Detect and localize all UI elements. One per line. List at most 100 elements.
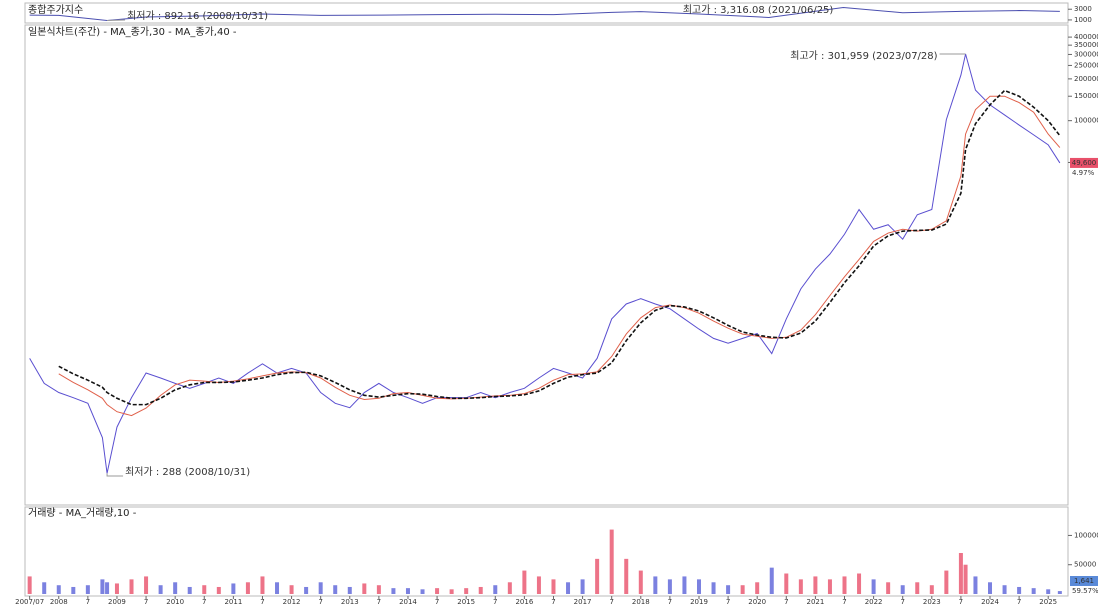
volume-bar <box>915 582 920 594</box>
volume-bar <box>478 586 483 594</box>
x-tick-label: 2009 <box>108 598 126 606</box>
x-tick-label: 7 <box>668 598 672 606</box>
volume-bar <box>85 585 90 594</box>
leader <box>107 19 126 22</box>
change-label: 4.97% <box>1072 169 1095 177</box>
low-annotation: 최저가 : 288 (2008/10/31) <box>125 466 250 478</box>
volume-bar <box>245 582 250 594</box>
volume-bar <box>435 588 440 594</box>
x-tick-label: 7 <box>260 598 264 606</box>
volume-bar <box>158 585 163 594</box>
x-tick-label: 7 <box>784 598 788 606</box>
x-tick-label: 2013 <box>341 598 359 606</box>
volume-bar <box>1017 586 1022 594</box>
volume-bar <box>1057 591 1062 594</box>
x-tick-label: 2008 <box>50 598 68 606</box>
x-tick-label: 7 <box>377 598 381 606</box>
x-tick-label: 2017 <box>574 598 592 606</box>
x-tick-label: 7 <box>435 598 439 606</box>
x-tick-label: 2024 <box>981 598 999 606</box>
y-tick-label: 50000 <box>1074 561 1096 569</box>
volume-bar <box>551 579 556 594</box>
volume-bar <box>696 579 701 594</box>
x-tick-label: 7 <box>202 598 206 606</box>
x-tick-label: 7 <box>1017 598 1021 606</box>
volume-bar <box>827 579 832 594</box>
volume-bar <box>755 582 760 594</box>
volume-bar <box>653 576 658 594</box>
volume-bar <box>1002 585 1007 594</box>
panel-title: 일본식차트(주간) - MA_종가,30 - MA_종가,40 - <box>28 26 237 38</box>
y-tick-label: 150000 <box>1074 92 1098 100</box>
volume-bar <box>769 567 774 594</box>
volume-bar <box>886 582 891 594</box>
volume-bar <box>857 573 862 594</box>
volume-bar <box>973 576 978 594</box>
y-tick-label: 250000 <box>1074 61 1098 69</box>
volume-bar <box>798 579 803 594</box>
x-tick-label: 2015 <box>457 598 475 606</box>
volume-bar <box>376 585 381 594</box>
volume-bar <box>784 573 789 594</box>
volume-bar <box>522 570 527 594</box>
x-tick-label: 2014 <box>399 598 417 606</box>
volume-bar <box>42 582 47 594</box>
volume-bar <box>391 588 396 594</box>
x-tick-label: 2018 <box>632 598 650 606</box>
volume-bar <box>682 576 687 594</box>
volume-bar <box>1046 589 1051 594</box>
y-tick-label: 200000 <box>1074 75 1098 83</box>
volume-bar <box>740 585 745 594</box>
volume-bar <box>813 576 818 594</box>
y-tick-label: 1000 <box>1074 16 1092 24</box>
volume-bar <box>333 585 338 594</box>
price-line <box>29 53 1061 474</box>
volume-bar <box>493 585 498 594</box>
x-tick-label: 7 <box>493 598 497 606</box>
y-tick-label: 100000 <box>1074 531 1098 539</box>
volume-bar <box>1031 588 1036 594</box>
x-tick-label: 7 <box>900 598 904 606</box>
x-tick-label: 7 <box>86 598 90 606</box>
volume-bar <box>988 582 993 594</box>
x-tick-label: 2016 <box>515 598 533 606</box>
high-annotation: 최고가 : 301,959 (2023/07/28) <box>790 50 937 62</box>
x-tick-label: 7 <box>551 598 555 606</box>
x-tick-label: 7 <box>959 598 963 606</box>
volume-bar <box>275 582 280 594</box>
volume-bar <box>609 529 614 594</box>
low-annotation: 최저가 : 892.16 (2008/10/31) <box>127 10 268 22</box>
price-line <box>29 7 1060 22</box>
volume-bar <box>144 576 149 594</box>
volume-bar <box>71 586 76 594</box>
x-tick-label: 2020 <box>748 598 766 606</box>
last-value-label: 49,600 <box>1072 159 1097 167</box>
x-tick-label: 7 <box>318 598 322 606</box>
volume-bar <box>114 583 119 594</box>
volume-bar <box>216 586 221 594</box>
volume-bar <box>449 589 454 594</box>
volume-bar <box>231 583 236 594</box>
volume-bar <box>464 588 469 594</box>
volume-bar <box>507 582 512 594</box>
y-tick-label: 400000 <box>1074 33 1098 41</box>
volume-bar <box>289 585 294 594</box>
last-value-label: 1,641 <box>1074 577 1094 585</box>
volume-bar <box>871 579 876 594</box>
volume-bar <box>405 588 410 594</box>
x-tick-label: 2021 <box>806 598 824 606</box>
volume-bar <box>202 585 207 594</box>
volume-bar <box>595 558 600 594</box>
panel-title: 거래량 - MA_거래량,10 - <box>28 507 137 519</box>
volume-bar <box>173 582 178 594</box>
volume-bar <box>105 582 110 594</box>
price-line <box>58 95 1061 417</box>
x-tick-label: 2011 <box>224 598 242 606</box>
volume-bar <box>566 582 571 594</box>
x-tick-label: 7 <box>144 598 148 606</box>
last-value-box <box>1070 157 1098 168</box>
last-value-box <box>1070 576 1098 586</box>
volume-bar <box>929 585 934 594</box>
